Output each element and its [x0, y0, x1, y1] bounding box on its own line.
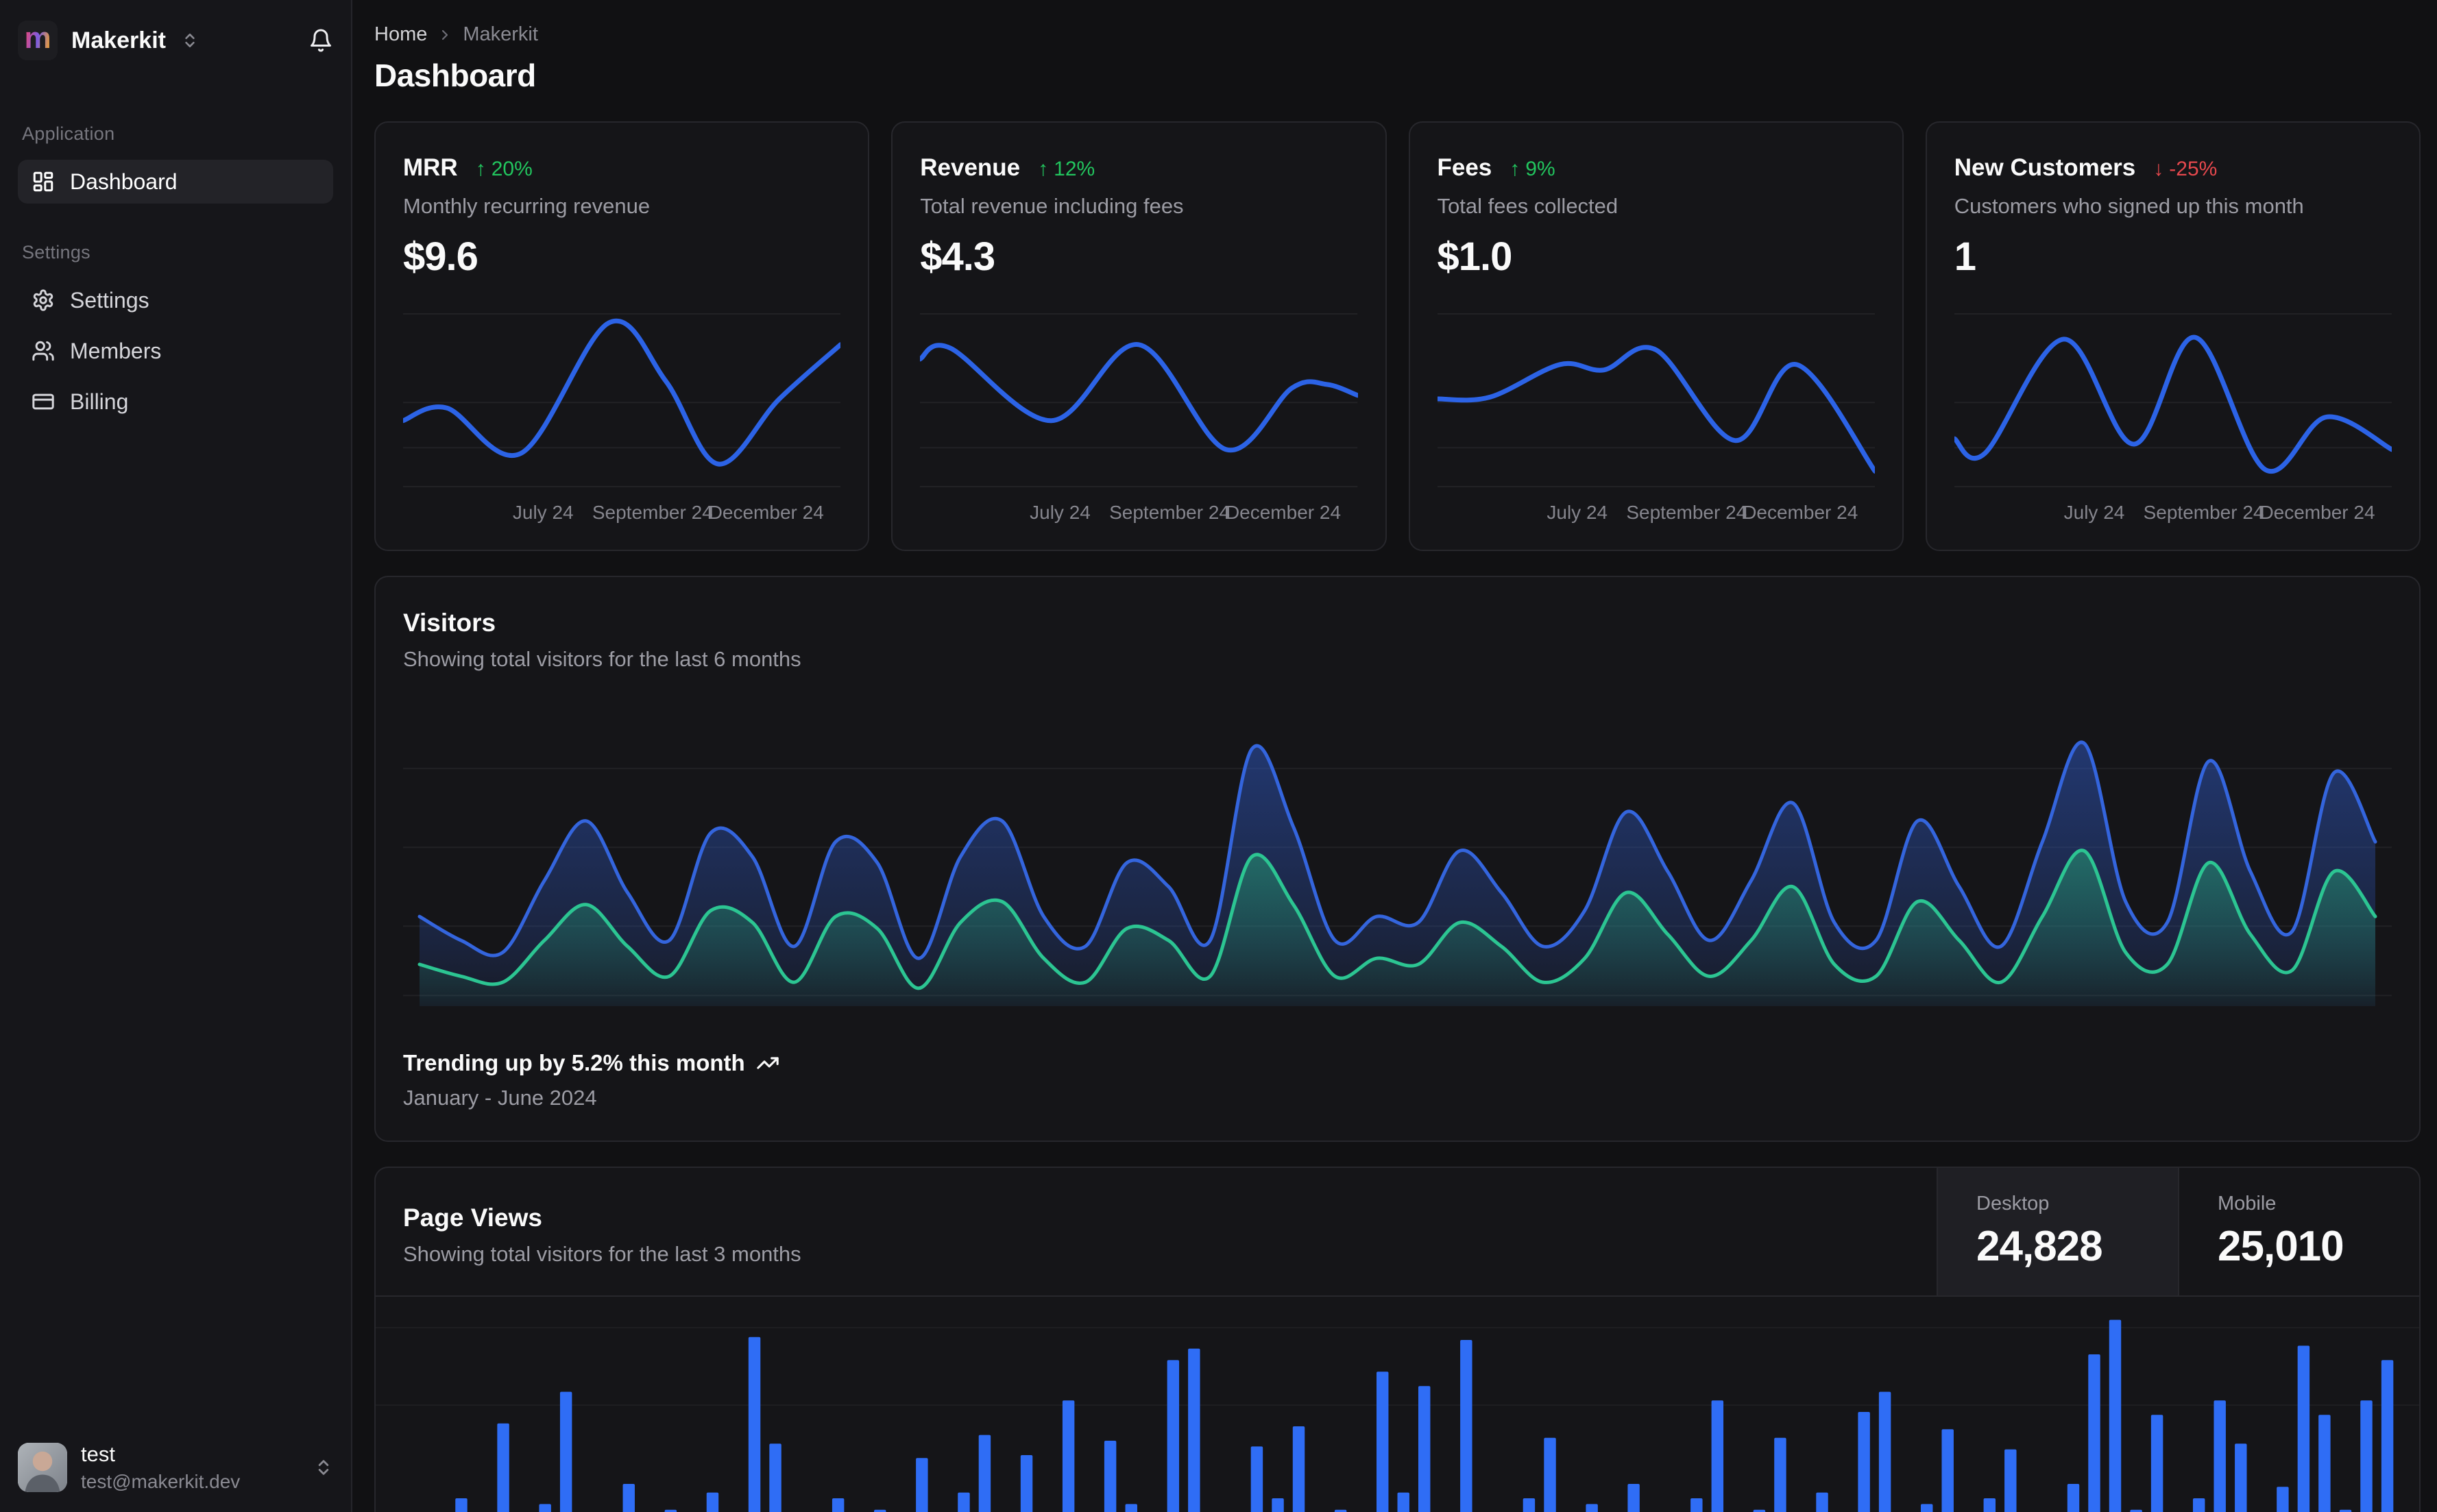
stat-card-revenue: Revenue ↑ 12% Total revenue including fe… — [891, 121, 1387, 551]
page-views-subtitle: Showing total visitors for the last 3 mo… — [403, 1242, 801, 1266]
stat-description: Total fees collected — [1437, 194, 1618, 218]
sparkline-chart-revenue: July 24 September 24 December 24 — [920, 303, 1358, 526]
stat-description: Customers who signed up this month — [1954, 194, 2304, 218]
visitors-trend: Trending up by 5.2% this month — [403, 1050, 2392, 1076]
arrow-down-icon: ↓ — [2153, 158, 2164, 180]
page-views-header: Page Views Showing total visitors for th… — [376, 1168, 2419, 1297]
nav-section-application: Application — [22, 123, 115, 144]
sidebar-item-label: Members — [70, 338, 162, 363]
axis-tick-label: December 24 — [2259, 502, 2375, 523]
sparkline-chart-new-customers: July 24 September 24 December 24 — [1954, 303, 2392, 526]
sparkline-x-axis: July 24 September 24 December 24 — [403, 502, 840, 526]
chevrons-up-down-icon — [314, 1458, 333, 1477]
axis-tick-label: December 24 — [1743, 502, 1858, 523]
chevrons-up-down-icon — [181, 32, 199, 49]
sidebar-item-members[interactable]: Members — [18, 329, 333, 373]
workspace-name: Makerkit — [71, 27, 166, 53]
page-title: Dashboard — [374, 58, 536, 93]
axis-tick-label: December 24 — [1225, 502, 1342, 523]
visitors-subtitle: Showing total visitors for the last 6 mo… — [403, 647, 801, 671]
sidebar-item-label: Dashboard — [70, 169, 178, 194]
stat-trend-badge: ↑ 12% — [1038, 158, 1095, 180]
stat-title: MRR — [403, 154, 458, 181]
stat-cards-row: MRR ↑ 20% Monthly recurring revenue $9.6… — [374, 121, 2421, 551]
user-email: test@makerkit.dev — [81, 1471, 241, 1492]
axis-tick-label: September 24 — [592, 502, 713, 523]
arrow-up-icon: ↑ — [1038, 158, 1049, 180]
toggle-value: 25,010 — [2218, 1223, 2344, 1270]
axis-tick-label: December 24 — [708, 502, 824, 523]
user-name: test — [81, 1442, 115, 1466]
axis-tick-label: July 24 — [1030, 502, 1091, 523]
stat-value: 1 — [1954, 234, 1976, 279]
axis-tick-label: July 24 — [512, 502, 574, 523]
notifications-bell-icon[interactable] — [308, 28, 333, 53]
sparkline-x-axis: July 24 September 24 December 24 — [1954, 502, 2392, 526]
workspace-switcher[interactable]: m Makerkit — [18, 21, 333, 60]
axis-tick-label: September 24 — [1109, 502, 1230, 523]
sidebar-item-label: Settings — [70, 287, 149, 313]
arrow-up-icon: ↑ — [1510, 158, 1520, 180]
sidebar-item-billing[interactable]: Billing — [18, 380, 333, 424]
credit-card-icon — [32, 390, 55, 413]
stat-card-mrr: MRR ↑ 20% Monthly recurring revenue $9.6… — [374, 121, 870, 551]
toggle-desktop[interactable]: Desktop 24,828 — [1937, 1168, 2178, 1295]
sparkline-x-axis: July 24 September 24 December 24 — [1438, 502, 1875, 526]
toggle-value: 24,828 — [1976, 1223, 2103, 1270]
axis-tick-label: September 24 — [1626, 502, 1747, 523]
stat-value: $9.6 — [403, 234, 478, 279]
stat-trend-badge: ↑ 20% — [475, 158, 533, 180]
page-views-title: Page Views — [403, 1204, 542, 1232]
stat-trend-badge: ↓ -25% — [2153, 158, 2218, 180]
page-views-card: Page Views Showing total visitors for th… — [374, 1167, 2421, 1512]
users-icon — [32, 339, 55, 363]
stat-title: Revenue — [920, 154, 1021, 181]
sparkline-chart-fees: July 24 September 24 December 24 — [1437, 303, 1875, 526]
axis-tick-label: September 24 — [2143, 502, 2264, 523]
visitors-period: January - June 2024 — [403, 1086, 597, 1110]
sparkline-chart-mrr: July 24 September 24 December 24 — [403, 303, 841, 526]
visitors-card: Visitors Showing total visitors for the … — [374, 576, 2421, 1142]
stat-card-fees: Fees ↑ 9% Total fees collected $1.0 July… — [1408, 121, 1904, 551]
toggle-label: Desktop — [1976, 1193, 2050, 1215]
breadcrumb-home-link[interactable]: Home — [374, 23, 428, 45]
gear-icon — [32, 289, 55, 312]
stat-trend-badge: ↑ 9% — [1510, 158, 1555, 180]
stat-card-new-customers: New Customers ↓ -25% Customers who signe… — [1925, 121, 2421, 551]
axis-tick-label: July 24 — [2063, 502, 2125, 523]
nav-section-settings: Settings — [22, 242, 90, 263]
stat-value: $4.3 — [920, 234, 995, 279]
trending-up-icon — [756, 1051, 779, 1075]
chevron-right-icon — [437, 27, 453, 43]
visitors-title: Visitors — [403, 609, 496, 637]
arrow-up-icon: ↑ — [475, 158, 486, 180]
toggle-label: Mobile — [2218, 1193, 2277, 1215]
stat-title: New Customers — [1954, 154, 2136, 181]
sidebar-item-label: Billing — [70, 389, 129, 414]
main-content: Home Makerkit Dashboard MRR ↑ 20% Monthl… — [352, 0, 2437, 1512]
layout-dashboard-icon — [32, 170, 55, 193]
breadcrumb: Home Makerkit — [374, 23, 2421, 46]
stat-description: Total revenue including fees — [920, 194, 1184, 218]
stat-description: Monthly recurring revenue — [403, 194, 651, 218]
makerkit-logo-icon: m — [18, 21, 58, 60]
sidebar-item-settings[interactable]: Settings — [18, 278, 333, 322]
stat-value: $1.0 — [1437, 234, 1513, 279]
sidebar: m Makerkit Application Dashboard Setting… — [0, 0, 352, 1512]
page-views-bar-chart — [376, 1297, 2419, 1512]
sidebar-nav: Application Dashboard Settings Settings — [18, 123, 333, 424]
sidebar-item-dashboard[interactable]: Dashboard — [18, 160, 333, 204]
user-menu[interactable]: test test@makerkit.dev — [18, 1442, 333, 1493]
visitors-area-chart — [403, 699, 2392, 1014]
user-avatar — [18, 1443, 67, 1492]
axis-tick-label: July 24 — [1547, 502, 1608, 523]
trend-text: Trending up by 5.2% this month — [403, 1050, 745, 1075]
sparkline-x-axis: July 24 September 24 December 24 — [920, 502, 1357, 526]
breadcrumb-current: Makerkit — [463, 23, 538, 45]
toggle-mobile[interactable]: Mobile 25,010 — [2178, 1168, 2419, 1295]
stat-title: Fees — [1437, 154, 1492, 181]
